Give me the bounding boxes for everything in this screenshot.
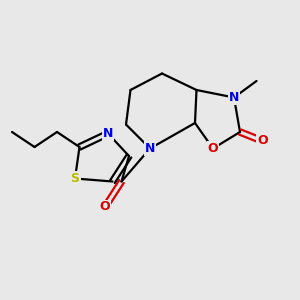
Text: S: S (70, 172, 80, 185)
Text: O: O (100, 200, 110, 214)
Text: N: N (145, 142, 155, 155)
Text: O: O (208, 142, 218, 155)
Text: N: N (103, 127, 113, 140)
Text: O: O (257, 134, 268, 148)
Text: N: N (229, 91, 239, 104)
